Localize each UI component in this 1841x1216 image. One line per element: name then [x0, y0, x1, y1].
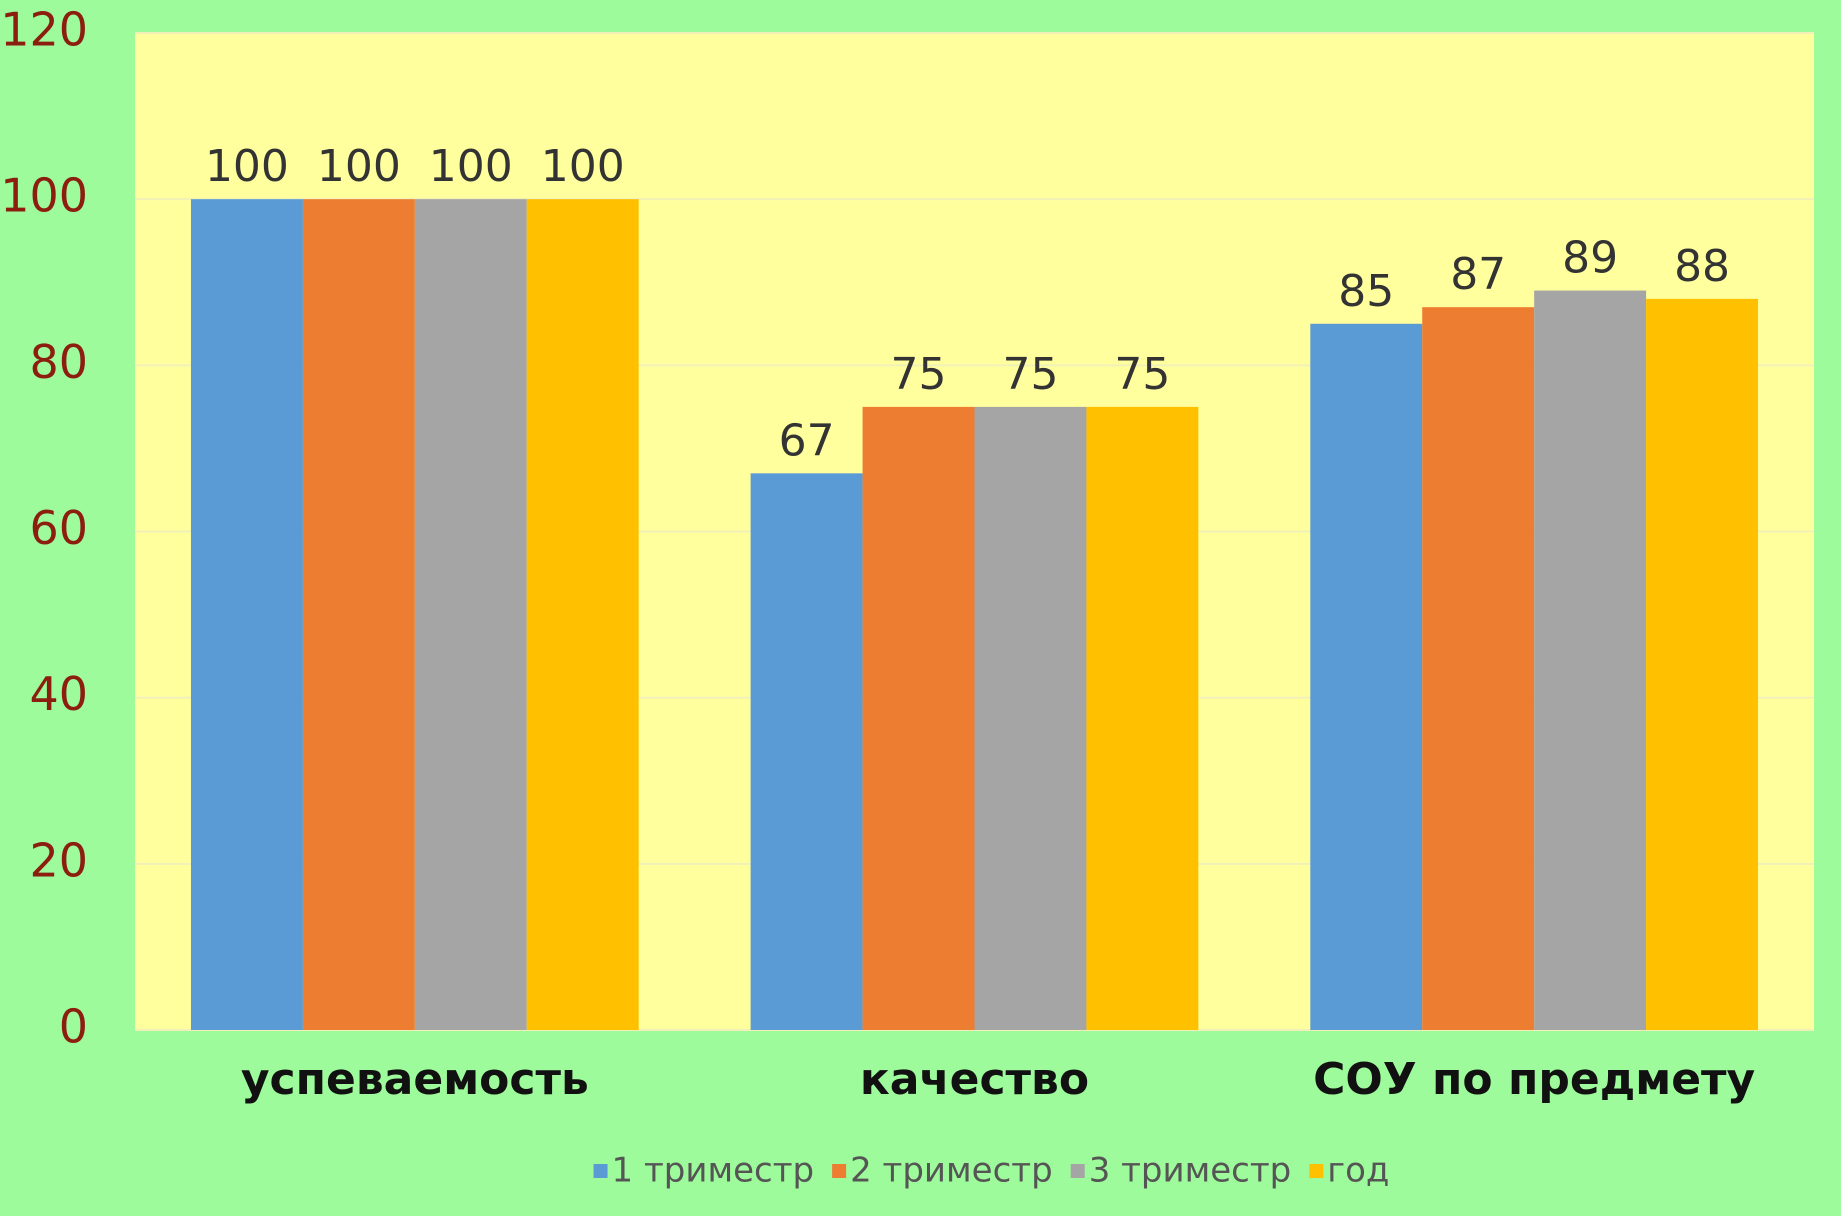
data-label: 100: [205, 141, 289, 192]
y-tick-label: 40: [29, 667, 88, 721]
bar: [1086, 406, 1199, 1030]
bar: [862, 406, 975, 1030]
bar: [414, 199, 527, 1030]
y-tick-label: 120: [0, 3, 88, 57]
data-label: 89: [1562, 233, 1618, 284]
bar: [1310, 323, 1423, 1031]
x-tick-label: качество: [860, 1054, 1089, 1105]
y-tick-label: 60: [29, 501, 88, 555]
bar: [302, 199, 415, 1030]
data-label: 88: [1674, 241, 1730, 292]
data-label: 100: [429, 141, 513, 192]
data-label: 67: [779, 415, 835, 466]
bar: [1422, 307, 1535, 1030]
x-tick-label: успеваемость: [241, 1054, 589, 1105]
legend-label: 2 триместр: [850, 1151, 1053, 1191]
data-label: 75: [1002, 349, 1058, 400]
bar: [974, 406, 1087, 1030]
legend-swatch: [1309, 1164, 1324, 1178]
legend-swatch: [593, 1164, 608, 1178]
legend-swatch: [832, 1164, 847, 1178]
legend-label: 3 триместр: [1089, 1151, 1292, 1191]
legend-label: год: [1327, 1151, 1389, 1191]
y-tick-label: 100: [0, 169, 88, 223]
bar: [1646, 298, 1759, 1030]
legend-label: 1 триместр: [612, 1151, 815, 1191]
y-tick-label: 20: [29, 833, 88, 887]
bar: [190, 199, 303, 1030]
data-label: 75: [891, 349, 947, 400]
bar: [526, 199, 639, 1030]
x-tick-label: СОУ по предмету: [1313, 1054, 1755, 1105]
data-label: 100: [317, 141, 401, 192]
legend-swatch: [1070, 1164, 1085, 1178]
data-label: 87: [1450, 249, 1506, 300]
y-tick-label: 0: [59, 1000, 88, 1054]
bar: [1534, 290, 1647, 1030]
data-label: 100: [541, 141, 625, 192]
data-label: 85: [1338, 266, 1394, 317]
data-label: 75: [1114, 349, 1170, 400]
y-tick-label: 80: [29, 335, 88, 389]
bar: [750, 473, 863, 1030]
